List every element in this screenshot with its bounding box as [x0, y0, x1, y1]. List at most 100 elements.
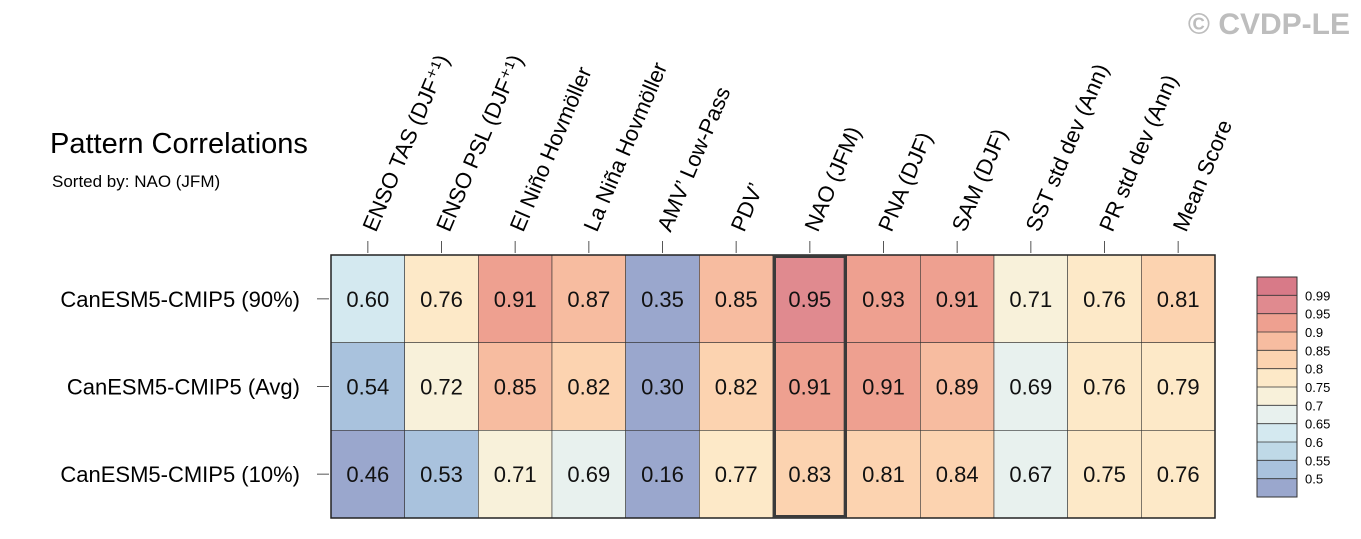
heatmap-cell [1141, 430, 1216, 519]
colorbar-tick-label: 0.9 [1305, 325, 1323, 340]
column-label: SST std dev (Ann) [1020, 60, 1113, 235]
cell-value-label: 0.54 [346, 375, 389, 400]
row-label: CanESM5-CMIP5 (Avg) [67, 375, 300, 400]
cell-value-label: 0.71 [494, 462, 537, 487]
cell-value-label: 0.67 [1009, 462, 1052, 487]
cell-value-label: 0.76 [1083, 287, 1126, 312]
heatmap-cell [330, 342, 405, 431]
colorbar-tick-label: 0.85 [1305, 343, 1330, 358]
cell-value-label: 0.81 [1157, 287, 1200, 312]
heatmap-cell [478, 342, 553, 431]
cell-value-label: 0.30 [641, 375, 684, 400]
cell-value-label: 0.87 [567, 287, 610, 312]
colorbar-tick-label: 0.75 [1305, 380, 1330, 395]
heatmap-cell [846, 430, 921, 519]
heatmap-cell [1067, 342, 1142, 431]
colorbar-swatch [1257, 423, 1297, 442]
cell-value-label: 0.81 [862, 462, 905, 487]
cell-value-label: 0.60 [346, 287, 389, 312]
cell-value-label: 0.35 [641, 287, 684, 312]
heatmap-cell [404, 430, 479, 519]
column-label: NAO (JFM) [799, 123, 865, 235]
heatmap-cell [1141, 342, 1216, 431]
heatmap-cell [625, 342, 700, 431]
heatmap-cell [699, 430, 774, 519]
heatmap-cell [920, 342, 995, 431]
heatmap-cell [993, 430, 1068, 519]
cell-value-label: 0.82 [567, 375, 610, 400]
cell-value-label: 0.85 [715, 287, 758, 312]
cell-value-label: 0.79 [1157, 375, 1200, 400]
cell-value-label: 0.77 [715, 462, 758, 487]
colorbar-swatch [1257, 350, 1297, 369]
cell-value-label: 0.93 [862, 287, 905, 312]
cell-value-label: 0.82 [715, 375, 758, 400]
heatmap-cell [993, 342, 1068, 431]
colorbar-swatch [1257, 313, 1297, 332]
colorbar-swatch [1257, 295, 1297, 314]
colorbar-tick-label: 0.5 [1305, 472, 1323, 487]
cell-value-label: 0.91 [788, 375, 831, 400]
cell-value-label: 0.53 [420, 462, 463, 487]
heatmap-cell [625, 430, 700, 519]
colorbar-swatch [1257, 368, 1297, 387]
row-label: CanESM5-CMIP5 (90%) [60, 287, 300, 312]
cell-value-label: 0.84 [936, 462, 979, 487]
heatmap-cell [772, 430, 847, 519]
heatmap-cell [920, 254, 995, 343]
heatmap-cell [1141, 254, 1216, 343]
column-label: PNA (DJF) [873, 128, 937, 235]
cell-value-label: 0.85 [494, 375, 537, 400]
colorbar-tick-label: 0.55 [1305, 453, 1330, 468]
heatmap-cell [920, 430, 995, 519]
colorbar-swatch [1257, 478, 1297, 497]
chart-subtitle: Sorted by: NAO (JFM) [52, 172, 220, 191]
cell-value-label: 0.89 [936, 375, 979, 400]
heatmap-cell [1067, 254, 1142, 343]
cell-value-label: 0.83 [788, 462, 831, 487]
cell-value-label: 0.91 [936, 287, 979, 312]
colorbar-tick-label: 0.65 [1305, 417, 1330, 432]
column-label: PDV’ [726, 179, 769, 235]
colorbar-swatch [1257, 405, 1297, 424]
colorbar-swatch [1257, 387, 1297, 406]
colorbar-tick-label: 0.8 [1305, 362, 1323, 377]
heatmap-cell [846, 254, 921, 343]
cell-value-label: 0.16 [641, 462, 684, 487]
colorbar-swatch [1257, 442, 1297, 461]
heatmap-cell [404, 342, 479, 431]
colorbar-tick-label: 0.95 [1305, 307, 1330, 322]
colorbar-tick-label: 0.99 [1305, 288, 1330, 303]
cell-value-label: 0.95 [788, 287, 831, 312]
column-label: Mean Score [1168, 116, 1237, 235]
cell-value-label: 0.75 [1083, 462, 1126, 487]
colorbar-swatch [1257, 332, 1297, 351]
colorbar: 0.5 0.55 0.6 0.65 0.7 0.75 0.8 0.85 0.9 0.95 0.99 [1256, 276, 1330, 498]
column-labels: ENSO TAS (DJF⁺¹)ENSO PSL (DJF⁺¹)El Niño … [357, 51, 1237, 253]
colorbar-swatch [1257, 277, 1297, 296]
watermark: © CVDP-LE [1188, 8, 1350, 41]
cell-value-label: 0.71 [1009, 287, 1052, 312]
row-label: CanESM5-CMIP5 (10%) [60, 462, 300, 487]
cell-value-label: 0.76 [1157, 462, 1200, 487]
cell-value-label: 0.91 [494, 287, 537, 312]
heatmap-cell [625, 254, 700, 343]
heatmap-cells: 0.60 0.76 0.91 0.87 0.35 0.85 0.95 0.93 0.91 0.71… [330, 254, 1216, 519]
cell-value-label: 0.69 [1009, 375, 1052, 400]
heatmap-cell [846, 342, 921, 431]
heatmap-cell [993, 254, 1068, 343]
column-label: PR std dev (Ann) [1094, 71, 1182, 235]
cell-value-label: 0.46 [346, 462, 389, 487]
cell-value-label: 0.69 [567, 462, 610, 487]
heatmap-cell [1067, 430, 1142, 519]
chart-title: Pattern Correlations [50, 128, 308, 160]
column-label: AMV’ Low-Pass [652, 83, 735, 235]
column-label: La Niña Hovmöller [578, 59, 672, 235]
colorbar-tick-label: 0.7 [1305, 398, 1323, 413]
heatmap-cell [699, 342, 774, 431]
colorbar-swatch [1257, 460, 1297, 479]
cell-value-label: 0.91 [862, 375, 905, 400]
heatmap-cell [551, 342, 626, 431]
cell-value-label: 0.76 [420, 287, 463, 312]
